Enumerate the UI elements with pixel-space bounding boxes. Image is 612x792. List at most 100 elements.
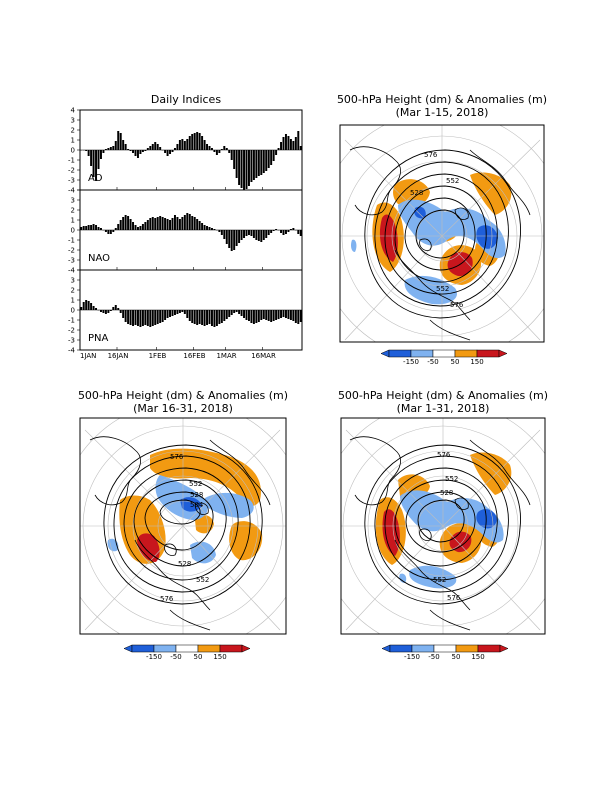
map1-colorbar: -150 -50 50 150	[380, 349, 508, 366]
index-bar	[176, 217, 179, 230]
index-bar	[154, 142, 157, 150]
colorbar-label: 150	[470, 358, 483, 366]
index-bar	[225, 310, 228, 319]
index-bar	[282, 310, 285, 317]
index-bar	[228, 230, 231, 248]
index-bar	[191, 134, 194, 150]
map1-contour-label: 528	[410, 189, 423, 197]
colorbar-label: -50	[170, 653, 181, 661]
index-bar	[255, 150, 258, 178]
map1-contour-label: 576	[424, 151, 438, 159]
y-tick-label: -3	[68, 257, 75, 265]
index-bar	[169, 150, 172, 154]
index-bar	[136, 227, 139, 230]
index-bar	[267, 310, 270, 321]
index-bar	[107, 230, 110, 234]
index-bar	[218, 230, 221, 232]
index-bar	[119, 220, 122, 230]
index-bar	[87, 301, 90, 310]
colorbar-label: -150	[146, 653, 162, 661]
index-bar	[280, 310, 283, 318]
index-bar	[178, 219, 181, 230]
index-bar	[80, 227, 83, 230]
index-bar	[95, 150, 98, 181]
index-bar	[186, 139, 189, 150]
index-bar	[287, 230, 290, 232]
index-bar	[139, 226, 142, 230]
index-bar	[107, 310, 110, 313]
index-bar	[238, 310, 241, 314]
map2-contour-labels: 576 552 528 504 528 552 576	[160, 453, 209, 603]
index-bar	[129, 150, 132, 151]
index-bar	[154, 310, 157, 325]
index-bar	[191, 310, 194, 323]
index-bar	[247, 150, 250, 186]
index-bar	[191, 216, 194, 230]
map2-contour-label: 528	[178, 560, 191, 568]
y-tick-label: -4	[68, 267, 76, 275]
index-bar	[124, 310, 127, 322]
index-bar	[280, 230, 283, 233]
index-bar	[250, 230, 253, 236]
index-bar	[267, 150, 270, 168]
index-bar	[85, 226, 88, 230]
index-bar	[297, 131, 300, 150]
index-bar	[183, 215, 186, 230]
y-tick-label: -2	[68, 327, 75, 335]
index-bar	[171, 150, 174, 152]
index-bar	[164, 218, 167, 230]
map1-contour-label: 552	[446, 177, 459, 185]
index-bar	[85, 300, 88, 310]
index-bar	[255, 230, 258, 240]
index-bar	[208, 227, 211, 230]
daily-indices-title: Daily Indices	[151, 93, 221, 106]
index-bar	[210, 228, 213, 230]
index-bar	[92, 306, 95, 310]
index-bar	[292, 310, 295, 321]
y-tick-label: -3	[68, 337, 75, 345]
map2-frame	[79, 417, 287, 635]
index-bar	[127, 149, 130, 150]
index-bar	[99, 150, 102, 159]
index-bar	[299, 146, 302, 150]
index-bar	[149, 146, 152, 150]
index-bar	[250, 150, 253, 182]
map1-subtitle: (Mar 1-15, 2018)	[396, 106, 489, 119]
index-bar	[198, 133, 201, 150]
y-tick-label: -1	[68, 317, 75, 325]
index-bar	[178, 140, 181, 150]
index-bar	[215, 310, 218, 326]
index-bar	[225, 148, 228, 150]
index-bar	[230, 230, 233, 251]
x-tick-label: 1JAN	[80, 352, 96, 360]
index-bar	[196, 310, 199, 325]
index-bar	[109, 310, 112, 311]
index-bar	[149, 218, 152, 230]
map2-title: 500-hPa Height (dm) & Anomalies (m)	[78, 389, 288, 402]
y-tick-label: -4	[68, 187, 76, 195]
index-bar	[122, 217, 125, 230]
index-bar	[159, 147, 162, 150]
index-bar	[154, 218, 157, 230]
index-bar	[156, 310, 159, 324]
index-bar	[164, 310, 167, 320]
index-bar	[213, 150, 216, 152]
index-bar	[90, 150, 93, 166]
index-bar	[265, 150, 268, 171]
index-bar	[243, 230, 246, 238]
index-bar	[289, 229, 292, 230]
index-bar	[112, 230, 115, 232]
map2-colorbar: -150 -50 50 150	[123, 644, 251, 661]
index-bar	[233, 230, 236, 250]
index-bar	[181, 217, 184, 230]
index-bar	[299, 230, 302, 236]
index-bar	[188, 136, 191, 150]
index-bar	[260, 150, 263, 175]
index-bar	[206, 144, 209, 150]
index-bar	[201, 223, 204, 230]
index-bar	[267, 230, 270, 235]
index-bar	[257, 230, 260, 241]
index-bar	[92, 150, 95, 177]
index-bar	[262, 230, 265, 240]
index-bar	[141, 224, 144, 230]
